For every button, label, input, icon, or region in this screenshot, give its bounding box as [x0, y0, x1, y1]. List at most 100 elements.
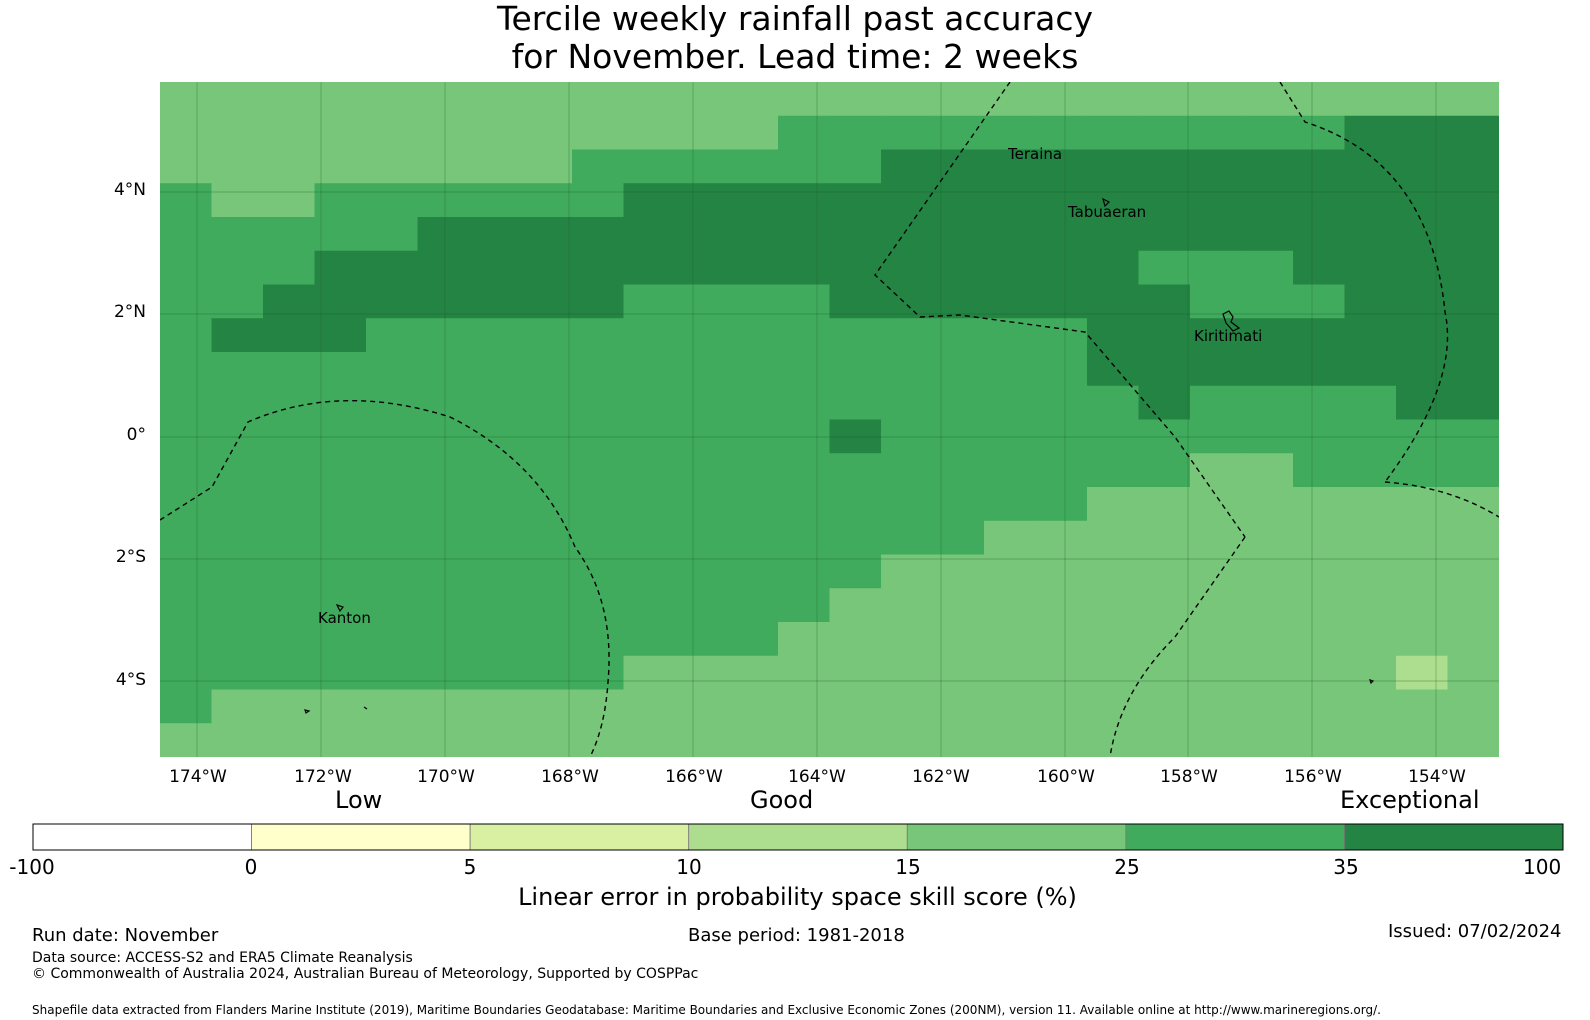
grid-cell — [520, 520, 573, 556]
grid-cell — [829, 217, 882, 252]
grid-cell — [314, 115, 367, 151]
grid-cell — [726, 385, 779, 421]
grid-cell — [726, 689, 779, 724]
grid-cell — [932, 115, 985, 151]
grid-cell — [829, 318, 882, 353]
grid-cell — [984, 520, 1037, 556]
colorbar-label: Linear error in probability space skill … — [518, 883, 1077, 911]
colorbar — [32, 823, 1564, 851]
grid-cell — [366, 487, 419, 522]
grid-cell — [1344, 419, 1397, 454]
grid-cell — [314, 622, 367, 657]
grid-cell — [623, 419, 676, 454]
grid-cell — [469, 554, 522, 589]
grid-cell — [881, 520, 934, 556]
grid-cell — [881, 385, 934, 421]
grid-cell — [160, 588, 213, 623]
grid-cell — [1190, 115, 1243, 151]
grid-cell — [572, 217, 625, 252]
grid-cell — [314, 419, 367, 454]
lon-label: 154°W — [1408, 767, 1466, 787]
grid-cell — [726, 588, 779, 623]
data-source: Data source: ACCESS-S2 and ERA5 Climate … — [32, 950, 413, 966]
grid-cell — [520, 723, 573, 757]
grid-cell — [675, 588, 728, 623]
grid-cell — [1396, 723, 1449, 757]
grid-cell — [1344, 588, 1397, 623]
grid-cell — [623, 284, 676, 319]
grid-cell — [211, 689, 264, 724]
grid-cell — [1293, 453, 1346, 488]
grid-cell — [469, 689, 522, 724]
grid-cell — [778, 217, 831, 252]
grid-cell — [881, 250, 934, 286]
grid-cell — [1138, 487, 1191, 522]
grid-cell — [160, 453, 213, 488]
grid-cell — [1035, 588, 1088, 623]
grid-cell — [469, 723, 522, 757]
grid-cell — [211, 520, 264, 556]
grid-cell — [520, 554, 573, 589]
tabuaeran-island — [1102, 197, 1111, 208]
grid-cell — [726, 723, 779, 757]
colorbar-tick: 0 — [244, 855, 258, 879]
grid-cell — [675, 554, 728, 589]
grid-cell — [1447, 183, 1499, 218]
grid-cell — [160, 723, 213, 757]
grid-cell — [675, 689, 728, 724]
grid-cell — [1241, 487, 1294, 522]
grid-cell — [881, 453, 934, 488]
grid-cell — [572, 419, 625, 454]
grid-cell — [1447, 689, 1499, 724]
grid-cell — [726, 183, 779, 218]
grid-cell — [520, 385, 573, 421]
grid-cell — [726, 318, 779, 353]
grid-cell — [881, 723, 934, 757]
grid-cell — [623, 554, 676, 589]
grid-cell — [1190, 352, 1243, 387]
grid-cell — [932, 453, 985, 488]
kanton-island — [335, 603, 344, 613]
grid-cell — [881, 689, 934, 724]
grid-cell — [623, 115, 676, 151]
grid-cell — [211, 453, 264, 488]
grid-cell — [623, 655, 676, 691]
grid-cell — [675, 419, 728, 454]
grid-cell — [984, 115, 1037, 151]
grid-cell — [932, 82, 985, 117]
grid-cell — [1138, 622, 1191, 657]
grid-cell — [417, 352, 470, 387]
grid-cell — [623, 82, 676, 117]
grid-cell — [520, 689, 573, 724]
grid-cell — [984, 655, 1037, 691]
grid-cell — [778, 318, 831, 353]
grid-cell — [1447, 588, 1499, 623]
grid-cell — [211, 115, 264, 151]
place-label-kiritimati: Kiritimati — [1194, 327, 1262, 345]
grid-cell — [829, 588, 882, 623]
grid-cell — [829, 385, 882, 421]
grid-cell — [469, 183, 522, 218]
grid-cell — [726, 419, 779, 454]
grid-cell — [1087, 520, 1140, 556]
grid-cell — [1138, 82, 1191, 117]
grid-cell — [932, 689, 985, 724]
grid-cell — [572, 284, 625, 319]
grid-cell — [1241, 82, 1294, 117]
grid-cell — [211, 82, 264, 117]
colorbar-segment — [469, 823, 690, 851]
grid-cell — [1344, 250, 1397, 286]
grid-cell — [366, 655, 419, 691]
grid-cell — [211, 352, 264, 387]
grid-cell — [881, 115, 934, 151]
grid-cell — [469, 352, 522, 387]
grid-cell — [1293, 622, 1346, 657]
grid-cell — [675, 115, 728, 151]
grid-cell — [366, 115, 419, 151]
grid-cell — [160, 352, 213, 387]
grid-cell — [1344, 385, 1397, 421]
grid-cell — [520, 352, 573, 387]
grid-cell — [932, 217, 985, 252]
grid-cell — [160, 115, 213, 151]
grid-cell — [726, 250, 779, 286]
